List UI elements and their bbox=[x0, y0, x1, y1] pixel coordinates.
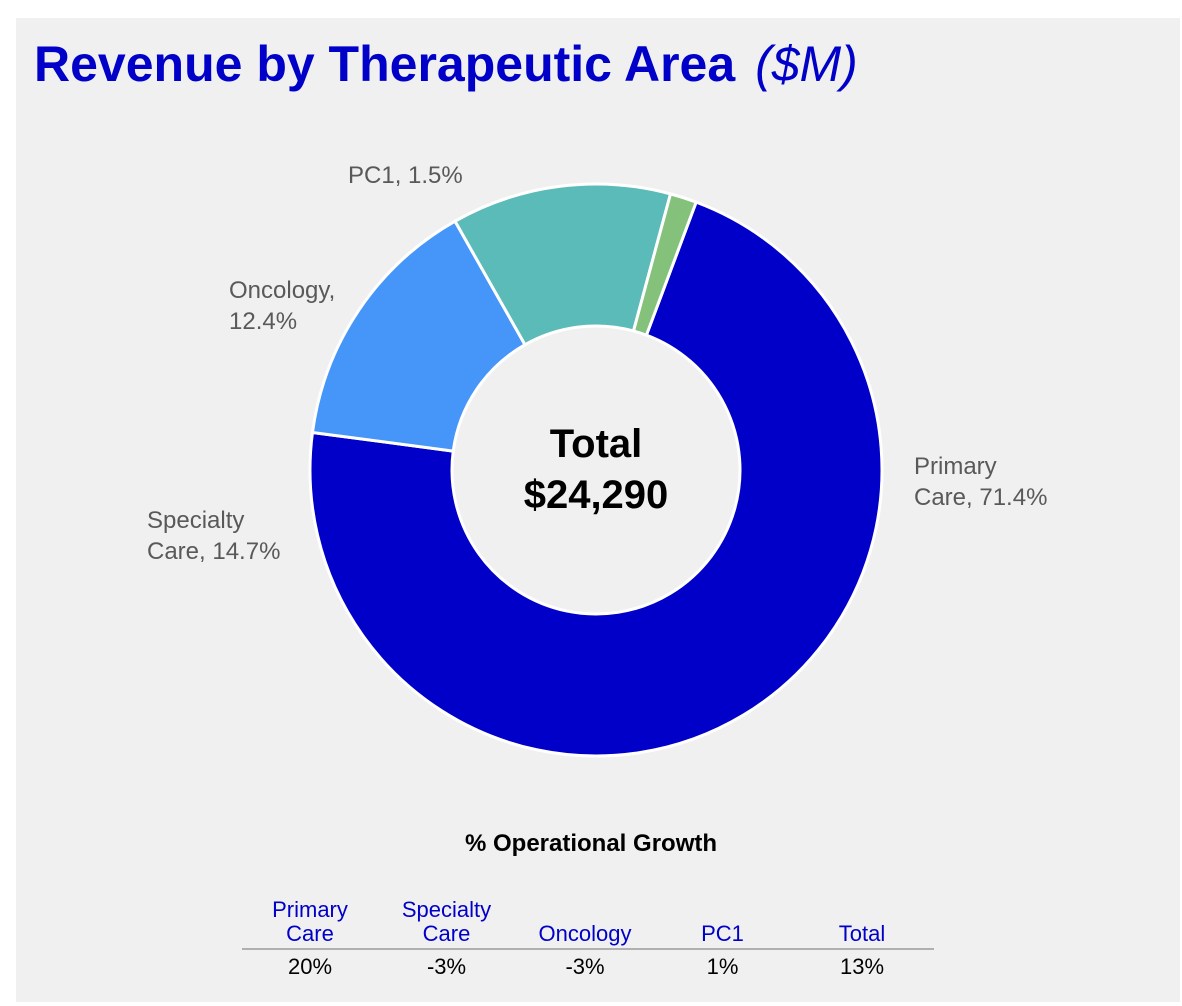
slice-specialty-care bbox=[310, 219, 527, 453]
growth-value-total: 13% bbox=[839, 954, 885, 979]
donut-center-total: $24,290 bbox=[524, 473, 669, 517]
growth-header-line: Primary bbox=[272, 897, 348, 922]
slice-label-specialty-care: Specialty Care, 14.7% bbox=[147, 507, 280, 565]
slice-label-oncology: Oncology, 12.4% bbox=[229, 277, 335, 335]
growth-value-pc1: 1% bbox=[706, 954, 739, 979]
growth-header-specialty-care: Specialty Care bbox=[378, 898, 515, 948]
chart-title-unit: ($M) bbox=[755, 36, 858, 92]
growth-value-primary-care: 20% bbox=[287, 954, 333, 979]
growth-header-oncology: Oncology bbox=[515, 922, 655, 948]
chart-title-text: Revenue by Therapeutic Area bbox=[34, 36, 736, 92]
donut-center-label: Total bbox=[550, 422, 643, 466]
slice-label-pc1: PC1, 1.5% bbox=[348, 162, 463, 189]
growth-table-header-row: Primary Care Specialty Care Oncology PC1… bbox=[242, 888, 934, 950]
slice-primary-care bbox=[308, 200, 884, 758]
growth-header-pc1: PC1 bbox=[655, 922, 790, 948]
growth-header-line: PC1 bbox=[701, 921, 744, 946]
chart-panel: Revenue by Therapeutic Area ($M) bbox=[16, 18, 1180, 1002]
growth-table-value-row: 20% -3% -3% 1% 13% bbox=[242, 950, 934, 984]
growth-header-line: Specialty bbox=[401, 897, 492, 922]
growth-header-line: Oncology bbox=[538, 921, 632, 946]
slice-label-primary-care: Primary Care, 71.4% bbox=[914, 453, 1047, 511]
growth-table: Primary Care Specialty Care Oncology PC1… bbox=[242, 888, 934, 984]
growth-header-total: Total bbox=[790, 922, 934, 948]
growth-header-primary-care: Primary Care bbox=[242, 898, 378, 948]
growth-header-line: Total bbox=[838, 921, 886, 946]
growth-value-specialty-care: -3% bbox=[426, 954, 467, 979]
slice-pc1 bbox=[632, 192, 698, 337]
chart-title: Revenue by Therapeutic Area ($M) bbox=[34, 32, 858, 96]
growth-header-line: Care bbox=[286, 921, 334, 946]
growth-table-title: % Operational Growth bbox=[464, 830, 718, 857]
growth-value-oncology: -3% bbox=[565, 954, 605, 979]
growth-header-line: Care bbox=[422, 921, 471, 946]
